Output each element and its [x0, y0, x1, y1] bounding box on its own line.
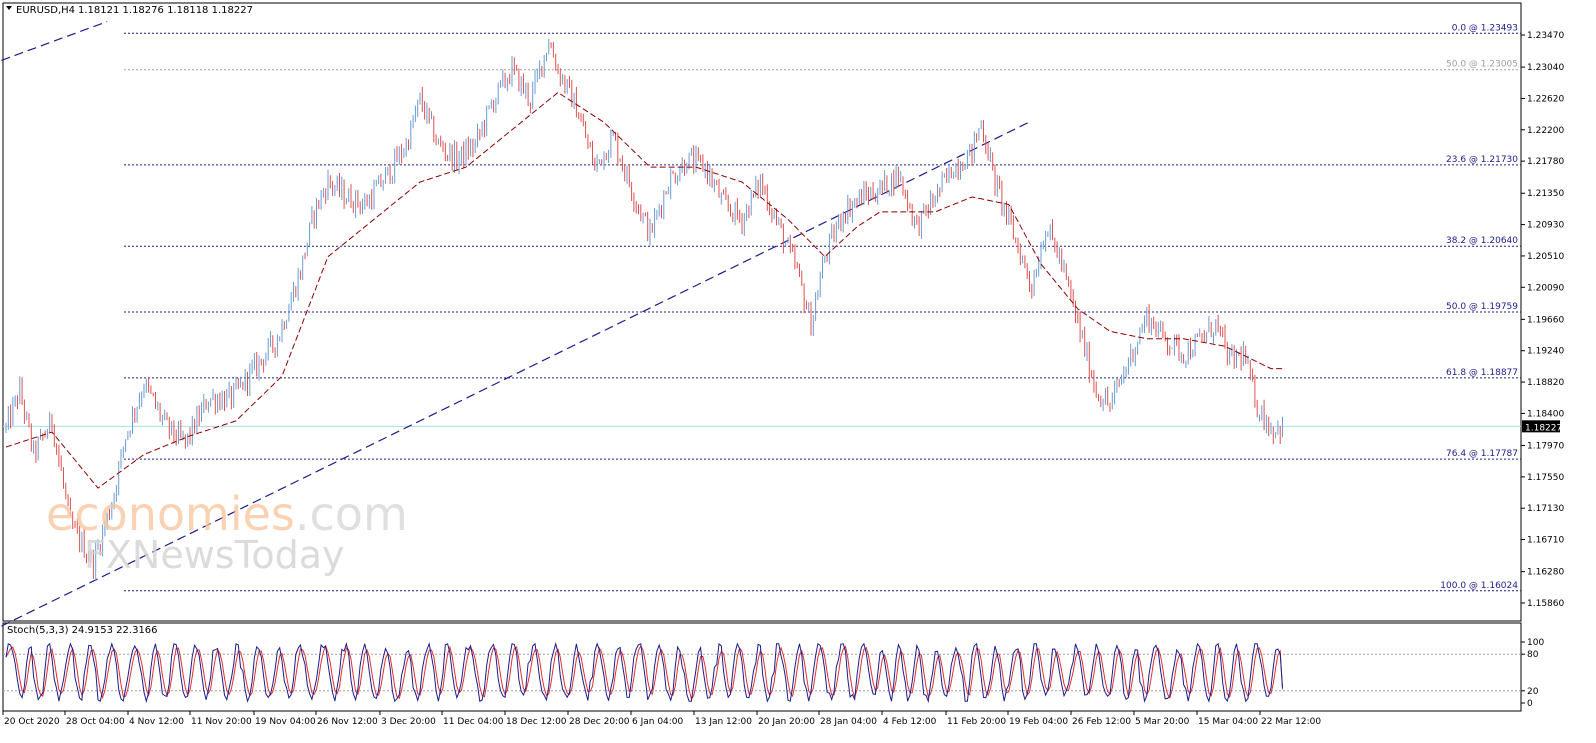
stoch-tick-label-2: 20 — [1527, 687, 1539, 697]
ohlc-label: 1.18121 1.18276 1.18118 1.18227 — [78, 5, 253, 16]
x-tick-label-18: 5 Mar 20:00 — [1135, 717, 1190, 727]
chart-header: EURUSD,H4 1.18121 1.18276 1.18118 1.1822… — [6, 5, 253, 16]
fibonacci-levels: 0.0 @ 1.23493 50.0 @ 1.23005 23.6 @ 1.2173… — [3, 23, 1521, 592]
x-tick-label-19: 15 Mar 04:00 — [1198, 717, 1258, 727]
x-tick-label-3: 11 Nov 20:00 — [191, 717, 252, 727]
x-tick-label-1: 28 Oct 04:00 — [66, 717, 125, 727]
x-tick-label-5: 26 Nov 12:00 — [317, 717, 378, 727]
watermark-fxnewstoday: FXNewsToday — [84, 533, 344, 577]
current-price-label: 1.18227 — [1525, 423, 1562, 433]
stoch-axis: 100 80 20 0 — [1521, 638, 1544, 709]
trend-line-0 — [1, 21, 108, 61]
watermark: economies.com FXNewsToday — [46, 487, 408, 577]
y-tick-label-9: 1.19660 — [1527, 315, 1564, 325]
y-tick-label-5: 1.21350 — [1527, 189, 1564, 199]
x-tick-label-2: 4 Nov 12:00 — [129, 717, 184, 727]
x-tick-label-8: 18 Dec 12:00 — [506, 717, 567, 727]
fib-label-4: 50.0 @ 1.19759 — [1446, 302, 1518, 312]
ma-line — [5, 91, 1283, 489]
x-tick-label-0: 20 Oct 2020 — [4, 717, 60, 727]
x-tick-label-9: 28 Dec 20:00 — [569, 717, 630, 727]
y-tick-label-3: 1.22200 — [1527, 126, 1564, 136]
stoch-tick-label-1: 80 — [1527, 650, 1539, 660]
fib-label-1: 50.0 @ 1.23005 — [1446, 60, 1518, 70]
x-tick-label-7: 11 Dec 04:00 — [443, 717, 504, 727]
x-tick-label-13: 28 Jan 04:00 — [820, 717, 877, 727]
candles — [5, 38, 1283, 582]
y-tick-label-15: 1.17130 — [1527, 504, 1564, 514]
current-price-badge: 1.18227 — [1522, 420, 1562, 433]
fib-label-0: 0.0 @ 1.23493 — [1452, 23, 1518, 33]
y-tick-label-11: 1.18820 — [1527, 378, 1564, 388]
y-tick-label-17: 1.16280 — [1527, 568, 1564, 578]
y-tick-label-6: 1.20930 — [1527, 221, 1564, 231]
stoch-signal-line — [5, 644, 1283, 701]
x-tick-label-10: 6 Jan 04:00 — [632, 717, 684, 727]
trend-line-1 — [1, 120, 1033, 627]
watermark-economies: economies.com — [46, 487, 408, 541]
fib-label-5: 61.8 @ 1.18877 — [1446, 368, 1518, 378]
y-tick-label-7: 1.20510 — [1527, 252, 1564, 262]
y-tick-label-13: 1.17970 — [1527, 442, 1564, 452]
x-tick-label-20: 22 Mar 12:00 — [1261, 717, 1321, 727]
y-tick-label-12: 1.18400 — [1527, 409, 1564, 419]
stochastic-oscillator — [3, 641, 1521, 704]
fib-label-2: 23.6 @ 1.21730 — [1446, 155, 1518, 165]
stoch-tick-label-3: 0 — [1527, 699, 1533, 709]
stoch-header: Stoch(5,3,3) 24.9153 22.3166 — [7, 625, 158, 636]
y-tick-label-4: 1.21780 — [1527, 157, 1564, 167]
y-tick-label-0: 1.23470 — [1527, 31, 1564, 41]
moving-average — [5, 91, 1283, 489]
fib-label-7: 100.0 @ 1.16024 — [1440, 581, 1518, 591]
x-tick-label-16: 19 Feb 04:00 — [1009, 717, 1068, 727]
y-tick-label-18: 1.15860 — [1527, 599, 1564, 609]
symbol-label: EURUSD,H4 — [16, 5, 75, 16]
time-axis: 20 Oct 2020 28 Oct 04:00 4 Nov 12:00 11 Nov… — [2, 711, 1321, 727]
header-triangle-icon[interactable] — [6, 6, 12, 10]
y-tick-label-10: 1.19240 — [1527, 347, 1564, 357]
stoch-main-line — [5, 641, 1283, 704]
y-tick-label-14: 1.17550 — [1527, 473, 1564, 483]
fib-label-6: 76.4 @ 1.17787 — [1446, 449, 1518, 459]
x-tick-label-15: 11 Feb 20:00 — [947, 717, 1006, 727]
x-tick-label-17: 26 Feb 12:00 — [1072, 717, 1131, 727]
x-tick-label-6: 3 Dec 20:00 — [381, 717, 436, 727]
y-tick-label-16: 1.16710 — [1527, 536, 1564, 546]
x-tick-label-11: 13 Jan 12:00 — [695, 717, 752, 727]
stoch-tick-label-0: 100 — [1527, 638, 1544, 648]
x-tick-label-14: 4 Feb 12:00 — [883, 717, 937, 727]
x-tick-label-4: 19 Nov 04:00 — [255, 717, 316, 727]
trend-lines — [1, 21, 1033, 627]
price-axis: 1.23470 1.23040 1.22620 1.22200 1.21780 1.213… — [1521, 31, 1564, 609]
y-tick-label-8: 1.20090 — [1527, 283, 1564, 293]
y-tick-label-2: 1.22620 — [1527, 94, 1564, 104]
y-tick-label-1: 1.23040 — [1527, 63, 1564, 73]
x-tick-label-12: 20 Jan 20:00 — [758, 717, 815, 727]
fib-label-3: 38.2 @ 1.20640 — [1446, 236, 1518, 246]
